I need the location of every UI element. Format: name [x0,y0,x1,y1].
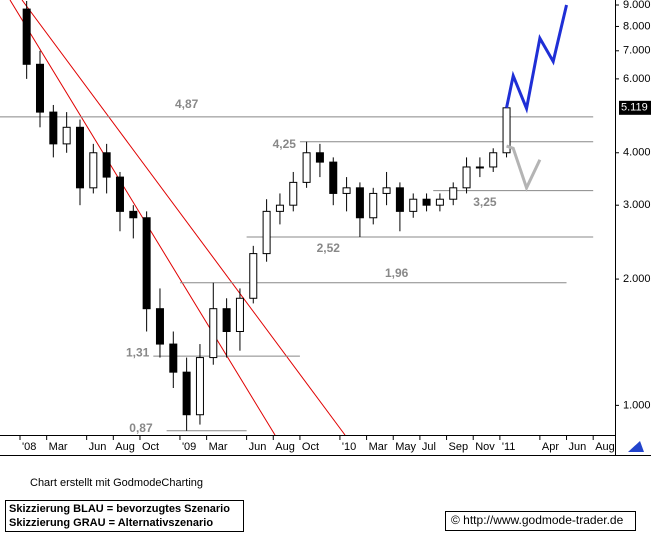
candle-body [49,111,58,145]
candle-body [502,107,511,154]
x-tick-label: Jun [249,441,267,453]
candle-body [275,204,284,212]
x-tick-label: Nov [475,441,495,453]
level-label: 0,87 [129,421,153,435]
candle-body [302,152,311,183]
x-tick-label: '08 [22,441,36,453]
trend-line [21,0,346,436]
legend-blue: Skizzierung BLAU = bevorzugtes Szenario [9,503,230,515]
level-label: 2,52 [317,241,341,255]
x-tick-label: '11 [502,441,516,453]
candle-body [75,126,84,189]
level-label: 3,25 [473,195,497,209]
candle-body [115,176,124,212]
last-price-box [619,100,651,115]
candle-body [315,152,324,163]
candle-body [355,187,364,219]
y-tick-label: 7.000 [623,45,651,57]
candle-body [409,198,418,212]
candle-body [489,152,498,168]
candle-body [329,161,338,194]
x-tick-label: Mar [209,441,228,453]
candle-body [449,187,458,200]
candle-body [289,181,298,206]
y-tick-label: 2.000 [623,273,651,285]
candle-body [62,126,71,145]
candle-body [262,210,271,255]
level-label: 4,87 [175,97,199,111]
x-tick-label: Mar [369,441,388,453]
candle-body [169,343,178,373]
x-tick-label: '09 [182,441,196,453]
candle-body [222,308,231,332]
candle-body [369,192,378,219]
candle-body [249,253,258,299]
copyright-box [445,511,636,531]
level-label: 4,25 [273,137,297,151]
x-tick-label: '10 [342,441,356,453]
x-tick-label: Mar [49,441,68,453]
x-tick-label: Aug [275,441,295,453]
y-tick-label: 9.000 [623,0,651,11]
candle-body [209,308,218,359]
x-tick-label: Jun [569,441,587,453]
legend-gray: Skizzierung GRAU = Alternativszenario [9,517,213,529]
level-label: 1,31 [126,345,150,359]
last-price-label: 5.119 [621,102,648,114]
level-label: 1,96 [385,266,409,280]
y-tick-label: 6.000 [623,73,651,85]
x-tick-label: Apr [542,441,559,453]
candle-body [382,187,391,194]
candle-body [422,198,431,206]
trend-line [9,0,276,436]
tool-icon[interactable] [628,441,644,452]
x-tick-label: Oct [142,441,159,453]
y-tick-label: 3.000 [623,199,651,211]
x-tick-label: May [395,441,416,453]
candle-body [182,371,191,416]
candle-body [195,357,204,416]
x-tick-label: Aug [115,441,135,453]
candle-body [462,166,471,189]
candle-body [102,152,111,178]
legend-box [5,500,244,532]
candle-body [475,166,484,169]
candle-body [22,8,31,65]
candle-body [155,308,164,345]
x-tick-label: Jun [89,441,107,453]
candle-body [89,152,98,189]
candle-body [235,297,244,332]
candle-body [435,198,444,206]
plot-area [0,0,594,436]
candle-body [35,63,44,113]
x-tick-label: Jul [422,441,436,453]
x-tick-label: Oct [302,441,319,453]
credit: Chart erstellt mit GodmodeCharting [30,477,203,489]
candle-body [129,210,138,219]
scenario-line [505,4,568,114]
x-tick-label: Sep [449,441,469,453]
candle-body [342,187,351,194]
copyright: © http://www.godmode-trader.de [451,513,624,527]
candle-body [395,187,404,212]
y-tick-label: 1.000 [623,399,651,411]
scenario-line [506,144,542,192]
x-tick-label: Aug [595,441,615,453]
candle-body [142,217,151,310]
y-tick-label: 4.000 [623,147,651,159]
y-tick-label: 8.000 [623,20,651,32]
